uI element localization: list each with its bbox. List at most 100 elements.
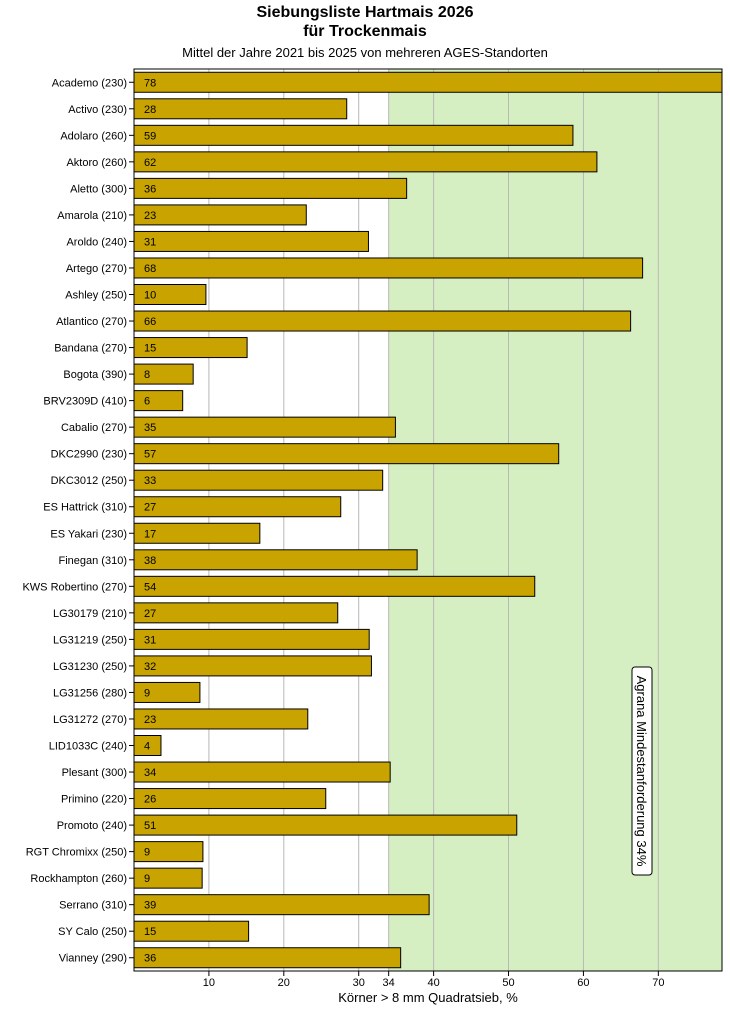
bar [133,443,560,465]
bar [133,204,307,226]
bar-value-label: 10 [144,290,156,302]
bar-value-label: 78 [144,77,156,89]
bar-value-label: 62 [144,157,156,169]
bar-value-label: 31 [144,634,156,646]
bar-value-label: 68 [144,263,156,275]
category-label: LG31230 (250) [53,661,127,673]
bar-value-label: 36 [144,183,156,195]
threshold-region [388,69,722,971]
category-label: Finegan (310) [59,555,128,567]
bar [133,124,574,146]
category-label: Cabalio (270) [61,422,127,434]
bar [133,549,418,571]
chart-title: Siebungsliste Hartmais 2026 [256,4,474,21]
category-label: Promoto (240) [57,820,127,832]
bar [133,310,632,332]
bar-value-label: 32 [144,661,156,673]
bar-value-label: 54 [144,581,156,593]
bar [133,602,339,624]
category-label: Plesant (300) [62,767,127,779]
category-label: LID1033C (240) [49,741,127,753]
x-tick-label: 34 [383,977,395,989]
bar-value-label: 15 [144,343,156,355]
bar [133,230,369,252]
bar-value-label: 17 [144,528,156,540]
threshold-annotation-box [631,666,653,876]
category-label: Vianney (290) [59,953,127,965]
category-label: Aroldo (240) [66,236,127,248]
bar-value-label: 6 [144,396,150,408]
x-tick-label: 70 [652,977,664,989]
category-label: ES Hattrick (310) [43,502,127,514]
bar [133,363,194,385]
category-label: Ashley (250) [65,290,127,302]
category-label: Bogota (390) [63,369,127,381]
category-label: DKC2990 (230) [51,449,127,461]
bar-value-label: 36 [144,953,156,965]
category-label: RGT Chromixx (250) [26,847,127,859]
x-axis-label: Körner > 8 mm Quadratsieb, % [338,990,518,1005]
bar [133,151,598,173]
category-label: BRV2309D (410) [43,396,127,408]
category-label: Aletto (300) [70,183,127,195]
bar [133,655,372,677]
bar-value-label: 39 [144,900,156,912]
x-tick-label: 20 [278,977,290,989]
bar [133,177,408,199]
category-label: LG30179 (210) [53,608,127,620]
bar-value-label: 27 [144,608,156,620]
threshold-annotation: Agrana Mindestanforderung 34% [631,666,653,876]
bar-value-label: 15 [144,926,156,938]
bar-value-label: 28 [144,104,156,116]
category-label: Amarola (210) [57,210,127,222]
bar [133,416,396,438]
bar-value-label: 51 [144,820,156,832]
bar [133,788,327,810]
bar [133,496,342,518]
plot-frame [133,68,723,972]
category-label: LG31256 (280) [53,687,127,699]
chart-subtitle: Mittel der Jahre 2021 bis 2025 von mehre… [182,45,548,60]
bar [133,628,370,650]
category-label: LG31272 (270) [53,714,127,726]
bar-value-label: 31 [144,236,156,248]
bar [133,469,384,491]
bar-value-label: 9 [144,687,150,699]
bar-value-label: 38 [144,555,156,567]
chart-title-line2: für Trockenmais [303,23,427,40]
bar [133,947,402,969]
bar-value-label: 33 [144,475,156,487]
x-tick-label: 40 [427,977,439,989]
bar-value-label: 27 [144,502,156,514]
bar-value-label: 59 [144,130,156,142]
bar [133,390,184,412]
threshold-annotation-text: Agrana Mindestanforderung 34% [634,676,649,867]
bar-value-label: 9 [144,873,150,885]
bar [133,761,391,783]
x-tick-label: 60 [577,977,589,989]
bar [133,98,348,120]
category-label: Bandana (270) [54,343,127,355]
bar-value-label: 26 [144,794,156,806]
bar [133,814,518,836]
bar [133,257,644,279]
category-label: SY Calo (250) [58,926,127,938]
category-label: Primino (220) [61,794,127,806]
bar-value-label: 9 [144,847,150,859]
bar-value-label: 66 [144,316,156,328]
x-tick-label: 10 [203,977,215,989]
category-label: Atlantico (270) [56,316,127,328]
category-label: DKC3012 (250) [51,475,127,487]
bar-value-label: 4 [144,741,150,753]
bar-value-label: 57 [144,449,156,461]
bar [133,894,430,916]
category-label: Adolaro (260) [60,130,127,142]
category-label: Rockhampton (260) [30,873,127,885]
bar [133,708,309,730]
bar-value-label: 34 [144,767,156,779]
category-label: Artego (270) [66,263,127,275]
bar-value-label: 8 [144,369,150,381]
category-label: ES Yakari (230) [50,528,127,540]
category-label: Activo (230) [68,104,127,116]
